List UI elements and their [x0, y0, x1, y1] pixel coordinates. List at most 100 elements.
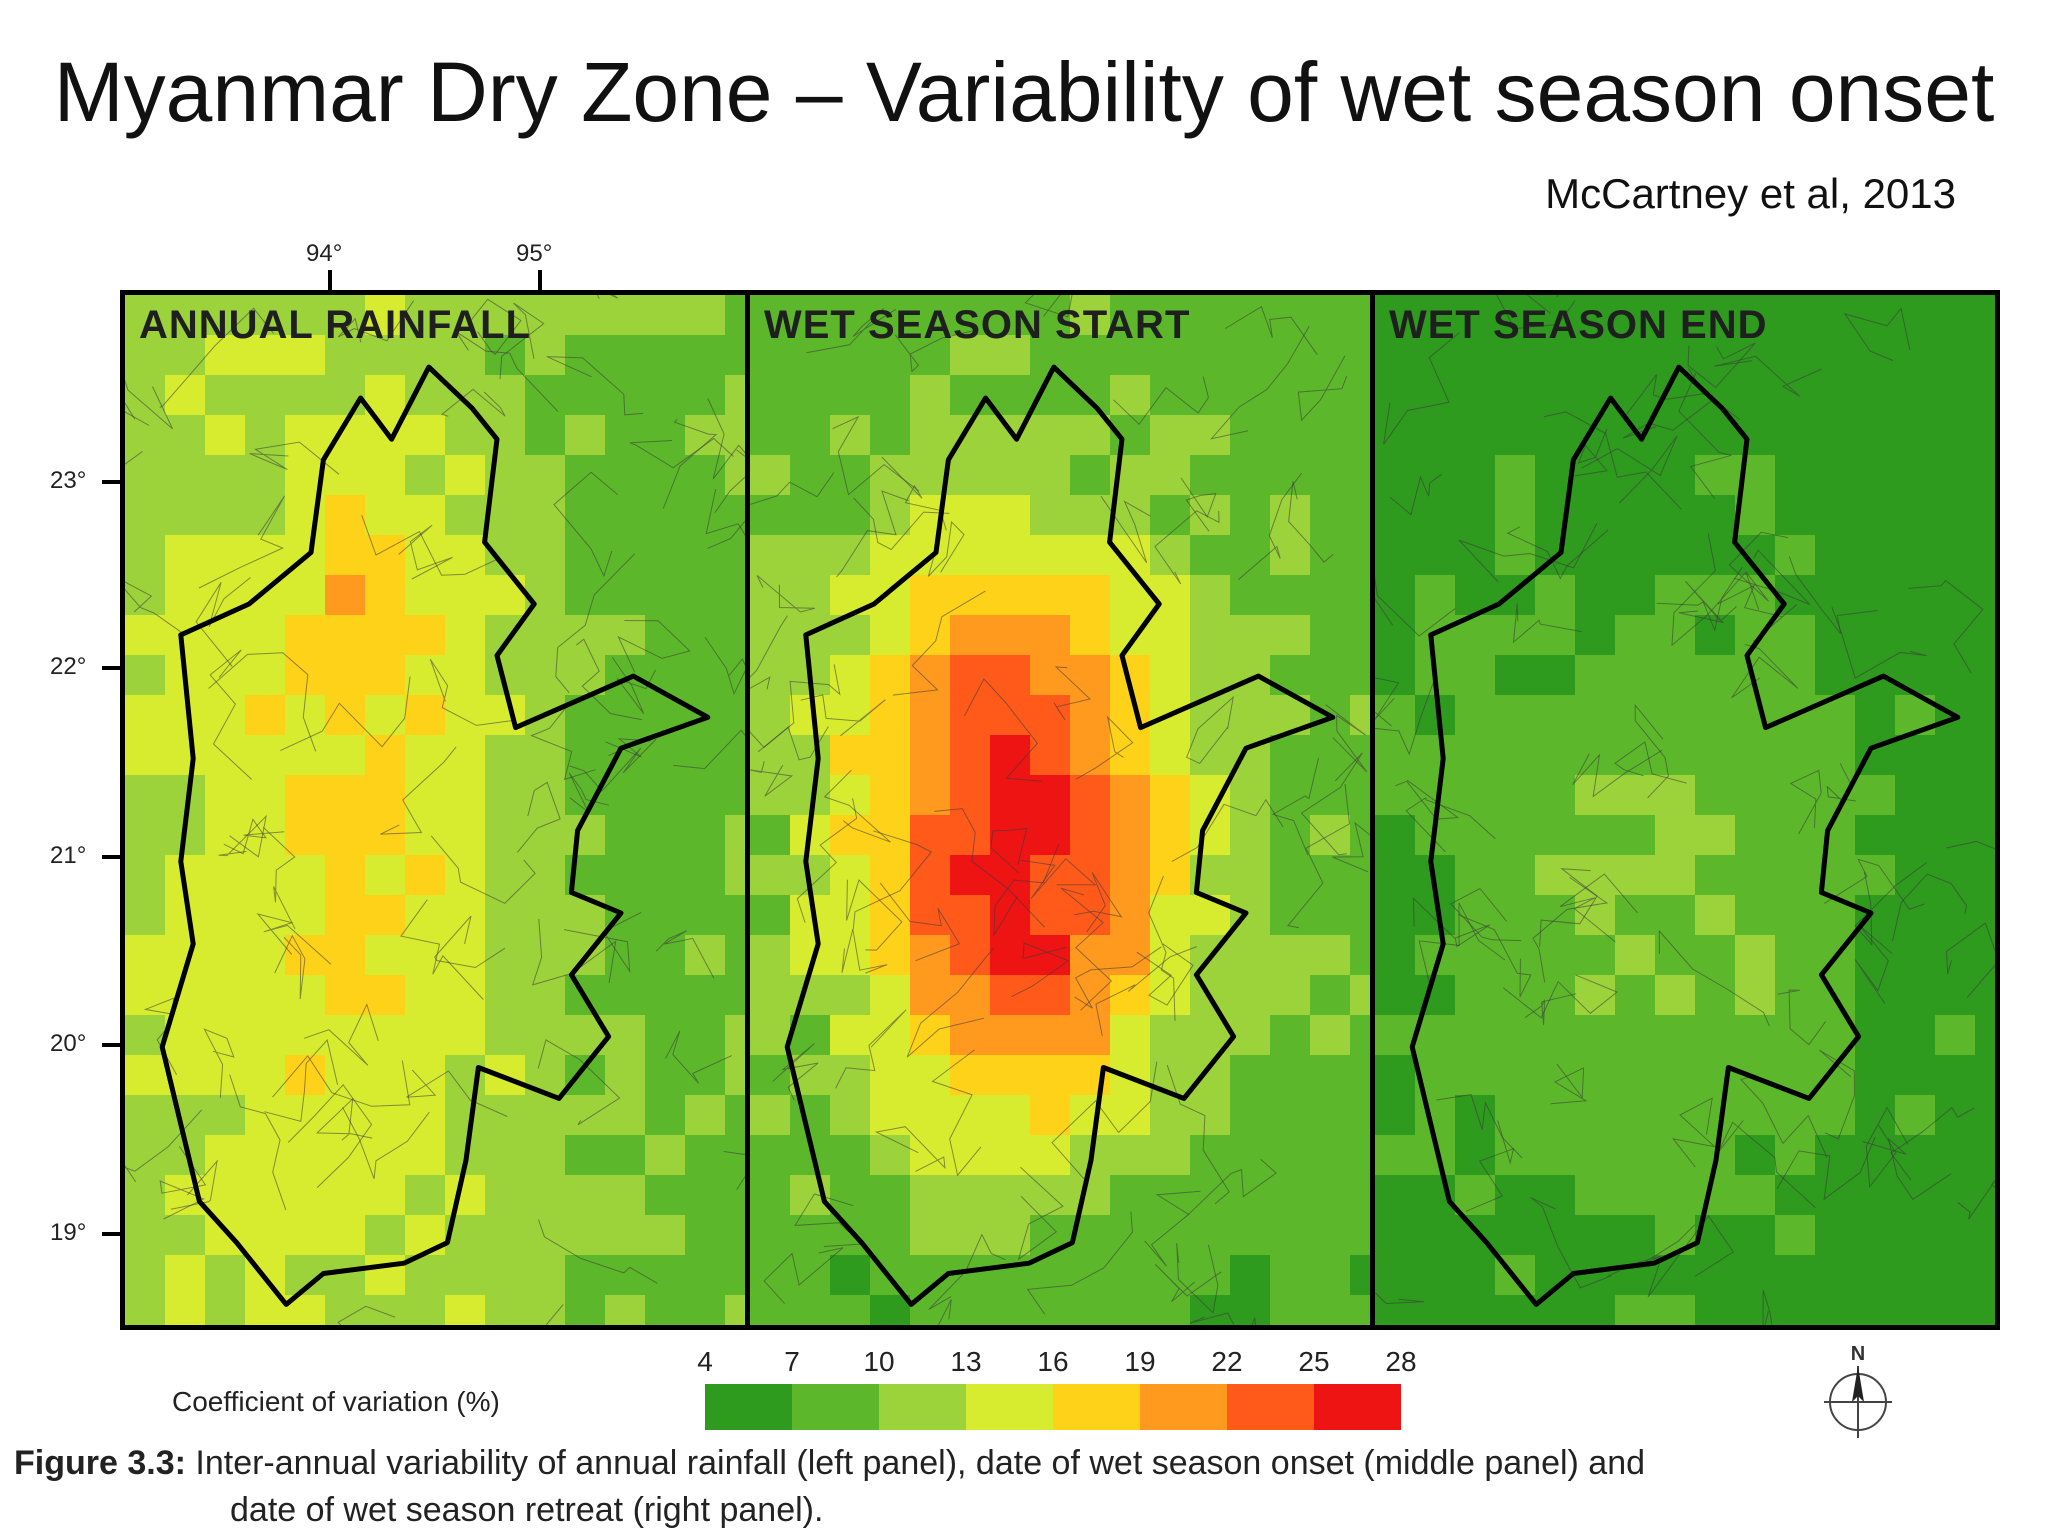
raster-cell — [1695, 895, 1735, 935]
district-boundary — [1826, 762, 1856, 802]
raster-cell — [790, 535, 830, 575]
raster-cell — [365, 495, 405, 535]
raster-cell — [1655, 535, 1695, 575]
district-boundary — [1539, 868, 1598, 947]
raster-cell — [1030, 775, 1070, 815]
raster-cell — [1735, 935, 1775, 975]
raster-cell — [1855, 1015, 1895, 1055]
raster-cell — [1375, 1095, 1415, 1135]
raster-cell — [405, 975, 445, 1015]
raster-cell — [725, 1015, 745, 1055]
raster-cell — [525, 1135, 565, 1175]
raster-cell — [1150, 1015, 1190, 1055]
raster-cell — [1350, 1055, 1370, 1095]
raster-cell — [1230, 695, 1270, 735]
raster-cell — [685, 775, 725, 815]
raster-cell — [1030, 655, 1070, 695]
raster-cell — [1070, 335, 1110, 375]
raster-cell — [605, 815, 645, 855]
raster-cell — [365, 1175, 405, 1215]
raster-cell — [245, 495, 285, 535]
district-boundary — [1717, 1120, 1816, 1209]
district-boundary — [931, 1049, 982, 1177]
raster-cell — [1495, 1175, 1535, 1215]
district-boundary — [1024, 295, 1073, 318]
raster-cell — [910, 415, 950, 455]
raster-cell — [1895, 615, 1935, 655]
raster-cell — [405, 455, 445, 495]
district-boundary — [1526, 295, 1559, 314]
raster-cell — [325, 375, 365, 415]
raster-cell — [725, 455, 745, 495]
raster-cell — [1895, 375, 1935, 415]
district-boundary — [655, 930, 715, 979]
raster-cell — [1230, 335, 1270, 375]
raster-cell — [565, 1215, 605, 1255]
raster-cell — [1975, 815, 1995, 855]
raster-cell — [1230, 975, 1270, 1015]
raster-cell — [1695, 455, 1735, 495]
raster-cell — [1230, 1055, 1270, 1095]
raster-cell — [1935, 335, 1975, 375]
district-boundary — [1436, 1094, 1523, 1159]
raster-cell — [1230, 615, 1270, 655]
raster-cell — [990, 615, 1030, 655]
raster-cell — [365, 935, 405, 975]
district-boundary — [1831, 606, 1927, 679]
raster-cell — [405, 895, 445, 935]
raster-cell — [750, 1135, 790, 1175]
raster-cell — [1935, 1095, 1975, 1135]
latitude-tick-mark — [102, 1043, 122, 1047]
district-boundary — [406, 1069, 508, 1117]
raster-cell — [405, 815, 445, 855]
raster-cell — [1975, 655, 1995, 695]
district-boundary — [1532, 876, 1609, 983]
raster-cell — [910, 1215, 950, 1255]
raster-cell — [1895, 295, 1935, 335]
raster-cell — [1455, 1135, 1495, 1175]
raster-cell — [1815, 1295, 1855, 1325]
raster-cell — [565, 1055, 605, 1095]
raster-cell — [1310, 855, 1350, 895]
raster-cell — [1230, 815, 1270, 855]
raster-cell — [165, 535, 205, 575]
raster-cell — [1655, 975, 1695, 1015]
raster-cell — [245, 1295, 285, 1325]
raster-cell — [1615, 975, 1655, 1015]
raster-cell — [125, 455, 165, 495]
north-arrow-icon: N — [1818, 1340, 1898, 1440]
raster-cell — [1895, 935, 1935, 975]
raster-cell — [245, 455, 285, 495]
raster-cell — [1975, 1255, 1995, 1295]
district-boundary — [1671, 1097, 1717, 1168]
raster-cell — [365, 1095, 405, 1135]
raster-cell — [685, 655, 725, 695]
district-boundary — [203, 1028, 235, 1098]
raster-cell — [1270, 1095, 1310, 1135]
raster-cell — [1350, 615, 1370, 655]
raster-cell — [870, 535, 910, 575]
district-boundary — [1026, 1211, 1133, 1315]
raster-cell — [205, 295, 245, 335]
district-boundary — [1075, 715, 1134, 780]
raster-cell — [750, 455, 790, 495]
raster-cell — [950, 855, 990, 895]
raster-cell — [645, 1295, 685, 1325]
raster-cell — [605, 495, 645, 535]
raster-cell — [245, 935, 285, 975]
raster-cell — [1110, 1095, 1150, 1135]
raster-cell — [1270, 975, 1310, 1015]
raster-cell — [950, 1055, 990, 1095]
district-boundary — [1865, 1106, 1909, 1189]
raster-cell — [245, 1135, 285, 1175]
raster-cell — [245, 615, 285, 655]
raster-cell — [1935, 975, 1975, 1015]
raster-cell — [645, 295, 685, 335]
raster-cell — [1150, 455, 1190, 495]
raster-cell — [1190, 575, 1230, 615]
raster-cell — [525, 415, 565, 455]
district-boundary — [1502, 974, 1619, 1019]
raster-cell — [285, 975, 325, 1015]
legend-tick-label: 13 — [950, 1346, 982, 1377]
